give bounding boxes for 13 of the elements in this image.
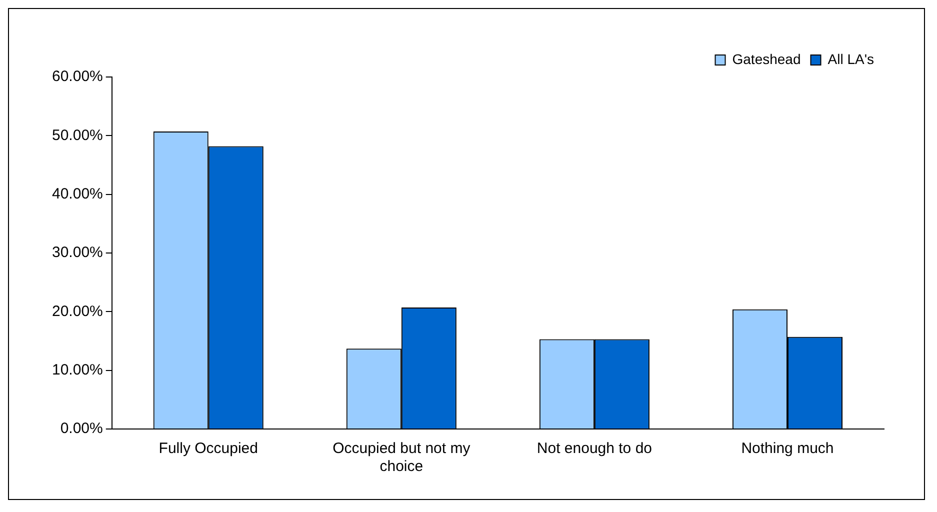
x-tick-label: Nothing much (741, 440, 834, 458)
y-tick-label: 10.00% (52, 361, 103, 378)
y-tick-label: 60.00% (52, 68, 103, 86)
y-tick-label: 50.00% (52, 126, 103, 144)
legend-label: All LA's (828, 50, 874, 67)
x-tick-label: Fully Occupied (158, 440, 258, 458)
x-tick-label: Not enough to do (536, 440, 652, 458)
x-tick-label: Occupied but not my choice (332, 440, 471, 476)
y-tick-label: 40.00% (52, 185, 103, 202)
y-tick-label: 20.00% (52, 302, 103, 320)
y-tick-label: 0.00% (60, 420, 103, 438)
legend-label: Gateshead (732, 50, 801, 67)
y-tick-label: 30.00% (52, 244, 103, 262)
